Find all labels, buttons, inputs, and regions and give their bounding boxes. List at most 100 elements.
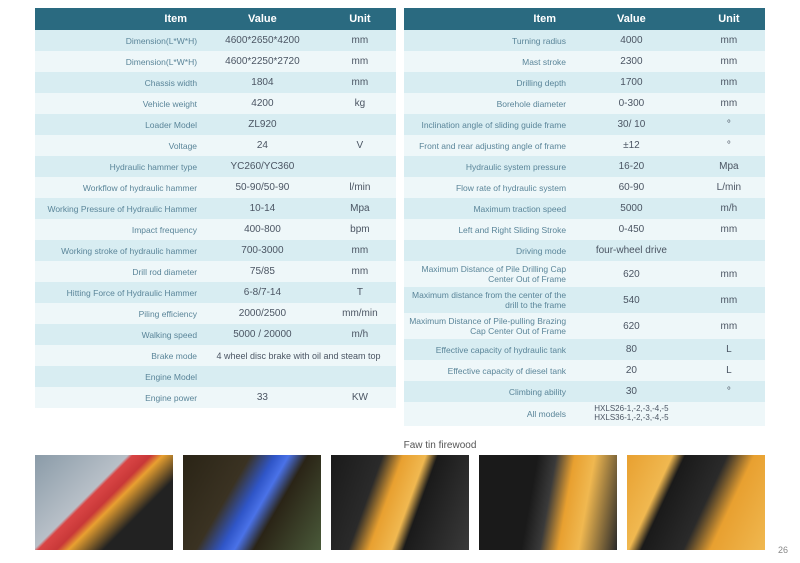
cell-value: 24 (201, 135, 324, 156)
cell-value: 2000/2500 (201, 303, 324, 324)
cell-unit: m/h (693, 198, 765, 219)
table-row: Inclination angle of sliding guide frame… (404, 114, 765, 135)
cell-item: Mast stroke (404, 51, 570, 72)
cell-item: Effective capacity of hydraulic tank (404, 339, 570, 360)
cell-value: 620 (570, 261, 693, 287)
cell-value: 0-300 (570, 93, 693, 114)
cell-item: Drill rod diameter (35, 261, 201, 282)
cell-item: Dimension(L*W*H) (35, 51, 201, 72)
header-unit: Unit (324, 8, 396, 30)
cell-unit: kg (324, 93, 396, 114)
cell-unit: bpm (324, 219, 396, 240)
cell-unit: L (693, 339, 765, 360)
cell-item: Hitting Force of Hydraulic Hammer (35, 282, 201, 303)
cell-value: 30/ 10 (570, 114, 693, 135)
header-item: Item (404, 8, 570, 30)
cell-unit: L (693, 360, 765, 381)
right-table: Item Value Unit Turning radius4000mmMast… (404, 8, 765, 426)
table-row: Walking speed5000 / 20000m/h (35, 324, 396, 345)
cell-value: 700-3000 (201, 240, 324, 261)
cell-item: Maximum Distance of Pile Drilling Cap Ce… (404, 261, 570, 287)
table-row: Drilling depth1700mm (404, 72, 765, 93)
cell-value: 50-90/50-90 (201, 177, 324, 198)
table-row: Maximum traction speed5000m/h (404, 198, 765, 219)
cell-unit: mm (693, 287, 765, 313)
cell-item: Voltage (35, 135, 201, 156)
cell-unit: KW (324, 387, 396, 408)
table-row: Hitting Force of Hydraulic Hammer6-8/7-1… (35, 282, 396, 303)
cell-item: Maximum distance from the center of the … (404, 287, 570, 313)
cell-value: 16-20 (570, 156, 693, 177)
image-gallery: Faw tin firewood (0, 440, 800, 550)
table-row: Borehole diameter0-300mm (404, 93, 765, 114)
cell-item: Borehole diameter (404, 93, 570, 114)
table-header: Item Value Unit (404, 8, 765, 30)
cell-unit (693, 402, 765, 426)
table-row: Working stroke of hydraulic hammer700-30… (35, 240, 396, 261)
cell-value: 5000 (570, 198, 693, 219)
cell-value: 4600*2250*2720 (201, 51, 324, 72)
cell-unit: ° (693, 381, 765, 402)
cell-unit: m/h (324, 324, 396, 345)
cell-unit: mm (324, 51, 396, 72)
cell-item: Turning radius (404, 30, 570, 51)
table-row: Workflow of hydraulic hammer50-90/50-90l… (35, 177, 396, 198)
cell-value: 33 (201, 387, 324, 408)
table-row: Piling efficiency2000/2500mm/min (35, 303, 396, 324)
cell-unit: mm (324, 72, 396, 93)
left-table: Item Value Unit Dimension(L*W*H)4600*265… (35, 8, 396, 426)
cell-value: four-wheel drive (570, 240, 693, 261)
cell-item: Left and Right Sliding Stroke (404, 219, 570, 240)
cell-unit (324, 114, 396, 135)
cell-value: 10-14 (201, 198, 324, 219)
cell-item: Climbing ability (404, 381, 570, 402)
cell-unit: l/min (324, 177, 396, 198)
header-value: Value (570, 8, 693, 30)
table-row: Flow rate of hydraulic system60-90L/min (404, 177, 765, 198)
cell-value: 0-450 (570, 219, 693, 240)
cell-item: Maximum traction speed (404, 198, 570, 219)
cell-unit (324, 156, 396, 177)
cell-unit: mm (324, 240, 396, 261)
cell-unit: mm (693, 72, 765, 93)
table-row: Chassis width1804mm (35, 72, 396, 93)
table-row: Hydraulic system pressure16-20Mpa (404, 156, 765, 177)
table-row: Maximum Distance of Pile Drilling Cap Ce… (404, 261, 765, 287)
header-value: Value (201, 8, 324, 30)
cell-unit (693, 240, 765, 261)
cell-item: Inclination angle of sliding guide frame (404, 114, 570, 135)
table-row: All modelsHXLS26-1,-2,-3,-4,-5HXLS36-1,-… (404, 402, 765, 426)
cell-item: Impact frequency (35, 219, 201, 240)
gallery-image (479, 455, 617, 550)
cell-value: 60-90 (570, 177, 693, 198)
cell-unit: mm (324, 261, 396, 282)
cell-value: YC260/YC360 (201, 156, 324, 177)
cell-item: Dimension(L*W*H) (35, 30, 201, 51)
table-row: Brake mode4 wheel disc brake with oil an… (35, 345, 396, 366)
cell-value: 4000 (570, 30, 693, 51)
table-row: Hydraulic hammer typeYC260/YC360 (35, 156, 396, 177)
table-row: Effective capacity of hydraulic tank80L (404, 339, 765, 360)
table-header: Item Value Unit (35, 8, 396, 30)
cell-value: 540 (570, 287, 693, 313)
header-item: Item (35, 8, 201, 30)
cell-item: Flow rate of hydraulic system (404, 177, 570, 198)
cell-unit: Mpa (693, 156, 765, 177)
table-row: Working Pressure of Hydraulic Hammer10-1… (35, 198, 396, 219)
cell-value: 2300 (570, 51, 693, 72)
cell-item: Drilling depth (404, 72, 570, 93)
cell-item: Hydraulic system pressure (404, 156, 570, 177)
page-number: 26 (778, 545, 788, 555)
cell-item: Working stroke of hydraulic hammer (35, 240, 201, 261)
cell-item: Workflow of hydraulic hammer (35, 177, 201, 198)
table-row: Maximum Distance of Pile-pulling Brazing… (404, 313, 765, 339)
cell-item: Vehicle weight (35, 93, 201, 114)
table-row: Vehicle weight4200kg (35, 93, 396, 114)
cell-item: Effective capacity of diesel tank (404, 360, 570, 381)
cell-unit: L/min (693, 177, 765, 198)
tables-container: Item Value Unit Dimension(L*W*H)4600*265… (35, 8, 765, 426)
table-row: Turning radius4000mm (404, 30, 765, 51)
cell-value: 4 wheel disc brake with oil and steam to… (201, 345, 396, 366)
cell-item: Maximum Distance of Pile-pulling Brazing… (404, 313, 570, 339)
gallery-image (331, 455, 469, 550)
